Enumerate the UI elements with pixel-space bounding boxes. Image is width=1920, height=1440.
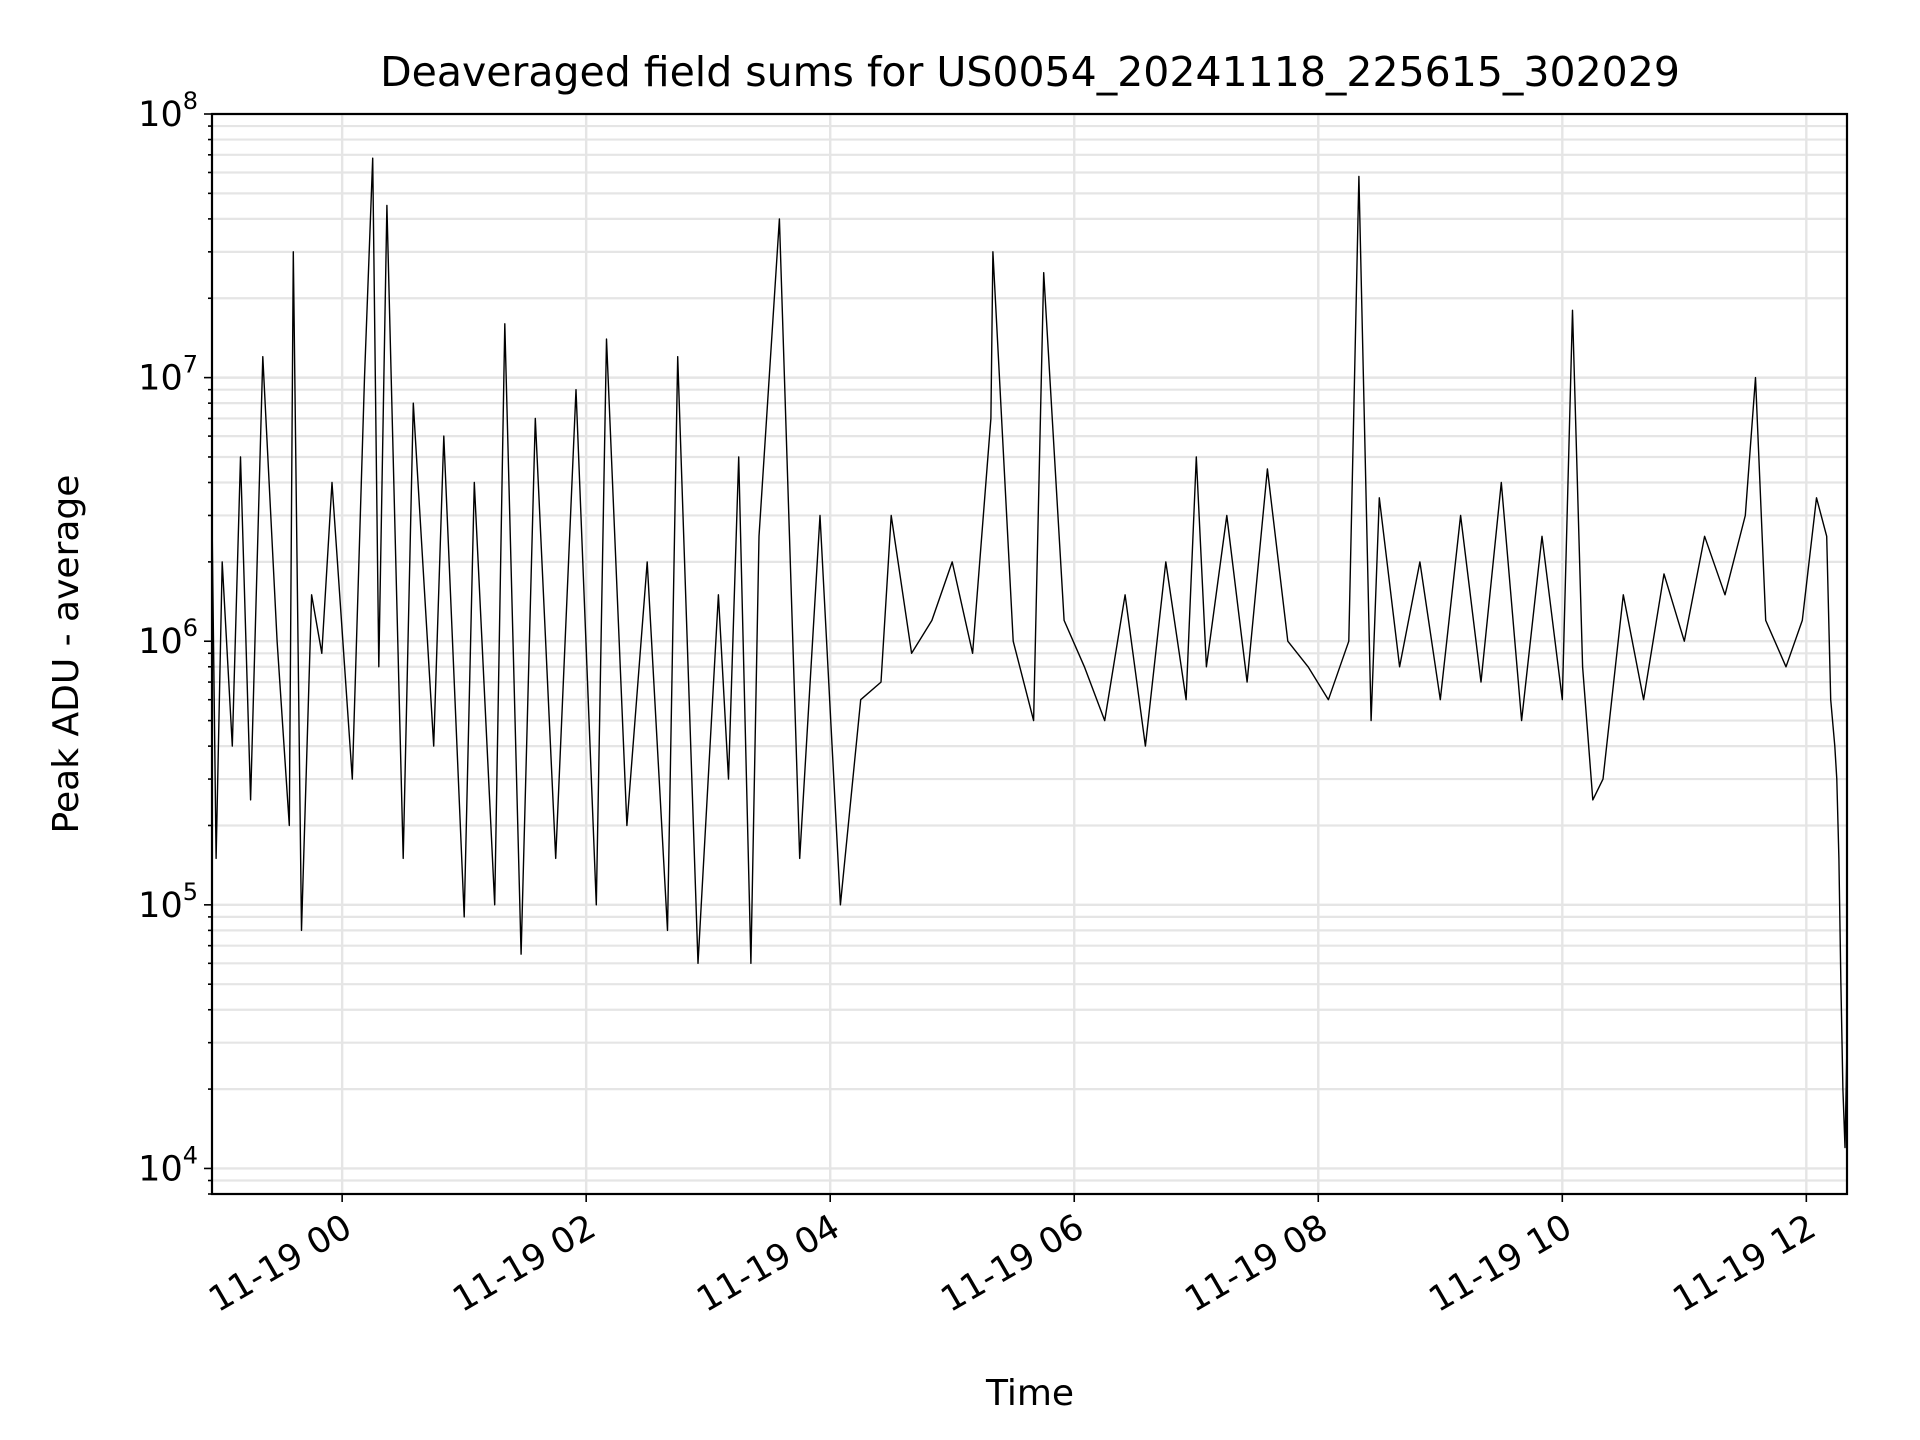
x-tick-label: 11-19 06 — [934, 1207, 1090, 1320]
x-tick-label: 11-19 00 — [202, 1207, 358, 1320]
grid — [212, 112, 1847, 1196]
y-axis-label: Peak ADU - average — [46, 475, 87, 834]
y-tick-label: 108 — [138, 87, 198, 135]
y-tick-label: 105 — [138, 878, 198, 926]
y-tick-label: 106 — [138, 614, 198, 662]
y-tick-label: 107 — [138, 351, 198, 399]
series-layer — [211, 157, 1848, 1149]
y-tick-label: 104 — [138, 1141, 198, 1189]
x-tick-label: 11-19 08 — [1178, 1207, 1334, 1320]
x-tick-label: 11-19 10 — [1423, 1207, 1579, 1320]
x-tick-label: 11-19 02 — [446, 1207, 602, 1320]
chart-title: Deaveraged field sums for US0054_2024111… — [380, 48, 1680, 96]
y-axis: 104 105 106 107 108 — [138, 87, 212, 1195]
series-line — [211, 157, 1848, 1149]
x-tick-label: 11-19 12 — [1667, 1207, 1823, 1320]
x-axis-label: Time — [985, 1373, 1074, 1414]
x-axis: 11-19 00 11-19 02 11-19 04 11-19 06 11-19 08… — [202, 1194, 1823, 1320]
x-tick-label: 11-19 04 — [690, 1207, 846, 1320]
